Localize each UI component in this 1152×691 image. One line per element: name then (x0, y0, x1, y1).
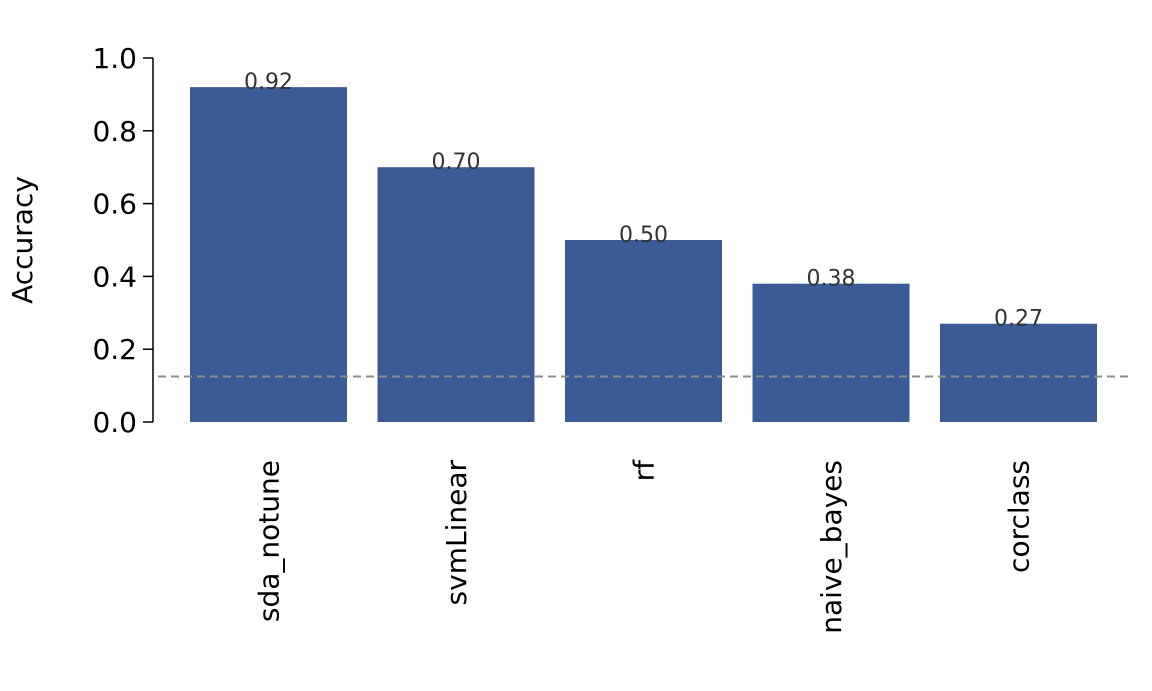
y-axis-title: Accuracy (6, 176, 39, 304)
y-tick-label: 0.8 (92, 115, 137, 148)
bar-value-label: 0.27 (994, 307, 1043, 332)
category-label: corclass (1003, 460, 1036, 573)
bar (565, 240, 722, 422)
category-labels-group: sda_notune svmLinear rf naive_bayes corclass (253, 459, 1036, 634)
y-tick-label: 0.0 (92, 406, 137, 439)
y-axis: 0.0 0.2 0.4 0.6 0.8 1.0 (92, 42, 154, 439)
bar (377, 167, 535, 422)
bars-group (190, 87, 1097, 423)
bar-value-label: 0.70 (432, 150, 481, 175)
category-label: rf (628, 459, 661, 482)
y-tick-label: 1.0 (92, 42, 137, 75)
bar-value-label: 0.50 (619, 223, 668, 248)
y-tick-label: 0.6 (92, 188, 137, 221)
data-labels-group: 0.92 0.70 0.50 0.38 0.27 (244, 70, 1043, 332)
category-label: sda_notune (253, 460, 286, 622)
bar (940, 323, 1097, 422)
y-tick-label: 0.4 (92, 260, 137, 293)
bar-value-label: 0.92 (244, 70, 293, 95)
bar-value-label: 0.38 (807, 267, 856, 292)
bar (752, 283, 910, 422)
category-label: naive_bayes (815, 460, 848, 634)
bar (190, 87, 347, 423)
y-tick-label: 0.2 (92, 333, 137, 366)
category-label: svmLinear (440, 460, 473, 606)
